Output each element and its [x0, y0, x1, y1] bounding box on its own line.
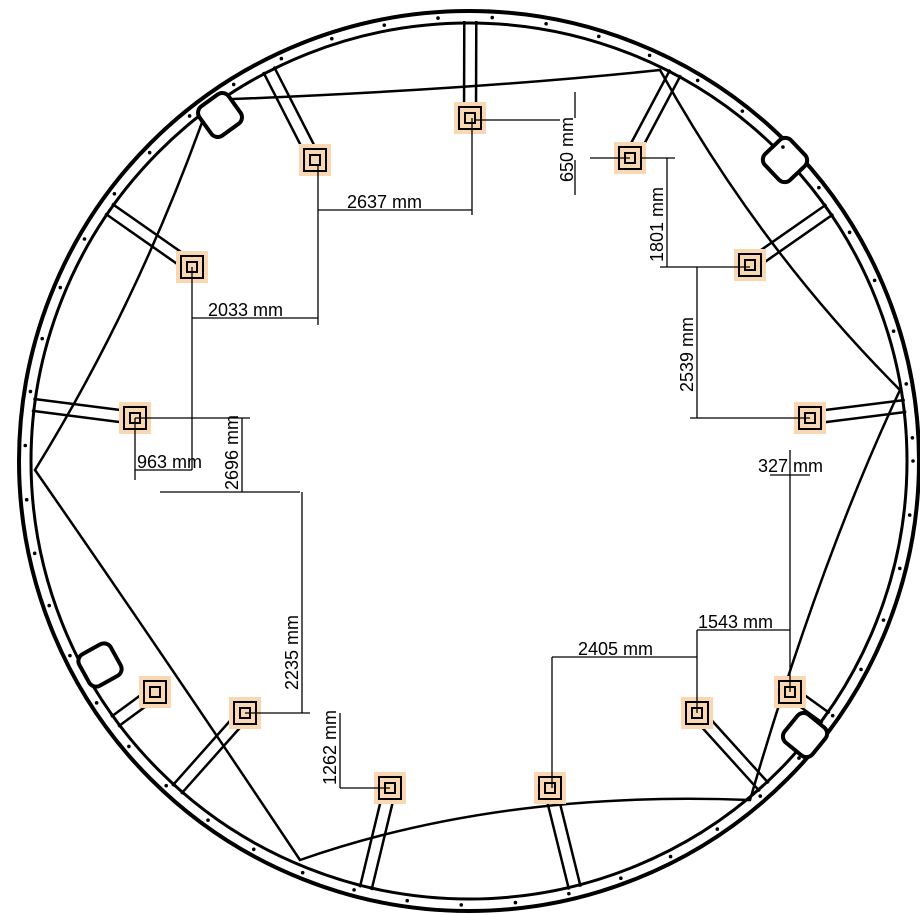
rivet [459, 903, 463, 907]
rivet [797, 756, 801, 760]
rivet [715, 827, 719, 831]
dimension-label: 2405 mm [578, 639, 653, 659]
dimension-label: 2235 mm [282, 615, 302, 690]
dimension-label: 963 mm [137, 452, 202, 472]
rivet [188, 114, 192, 118]
rivet [817, 186, 821, 190]
rivet [892, 329, 896, 333]
rivet [911, 459, 915, 463]
rivet [619, 876, 623, 880]
drawing: 2637 mm 650 mm 1801 mm 2033 mm 2539 mm 9… [0, 0, 920, 915]
rivet [859, 668, 863, 672]
rivet [95, 701, 99, 705]
rivet [648, 54, 652, 58]
rivet [206, 818, 210, 822]
rivet [696, 79, 700, 83]
rivet [781, 145, 785, 149]
dimension-label: 1543 mm [698, 612, 773, 632]
rivet [741, 109, 745, 113]
rivet [232, 83, 236, 87]
rivet [669, 855, 673, 859]
rivet [352, 888, 356, 892]
rivet [83, 237, 87, 241]
rivet [164, 784, 168, 788]
rivet [330, 37, 334, 41]
rivet [908, 513, 912, 517]
rivet [898, 567, 902, 571]
rivet [911, 436, 915, 440]
rivet [831, 714, 835, 718]
rivet [280, 57, 284, 61]
rivet [113, 192, 117, 196]
rivet [68, 654, 72, 658]
rivet [514, 901, 518, 905]
dimension-label: 2696 mm [222, 415, 242, 490]
rivet [252, 848, 256, 852]
dimension-label: 2637 mm [347, 192, 422, 212]
rivet [382, 23, 386, 27]
rivet [882, 618, 886, 622]
dimension-label: 2539 mm [677, 317, 697, 392]
dimension-label: 2033 mm [208, 300, 283, 320]
rivet [23, 444, 27, 448]
rivet [47, 604, 51, 608]
rivet [758, 794, 762, 798]
motor [76, 641, 125, 690]
rivet [405, 899, 409, 903]
rivet [58, 286, 62, 290]
rivet [33, 552, 37, 556]
rivet [490, 16, 494, 20]
dimension-label: 327 mm [758, 456, 823, 476]
rivet [436, 16, 440, 20]
dimension-label: 650 mm [557, 117, 577, 182]
rivet [301, 871, 305, 875]
rivet [904, 382, 908, 386]
rivet [40, 337, 44, 341]
dimension-label: 1262 mm [320, 710, 340, 785]
rivet [848, 231, 852, 235]
rivet [873, 279, 877, 283]
rivet [29, 390, 33, 394]
dimension-label: 1801 mm [647, 187, 667, 262]
rivet [148, 151, 152, 155]
rivet [25, 498, 29, 502]
rivet [544, 22, 548, 26]
rivet [567, 892, 571, 896]
rivet [597, 35, 601, 39]
rivet [127, 745, 131, 749]
page: 2637 mm 650 mm 1801 mm 2033 mm 2539 mm 9… [0, 0, 920, 915]
